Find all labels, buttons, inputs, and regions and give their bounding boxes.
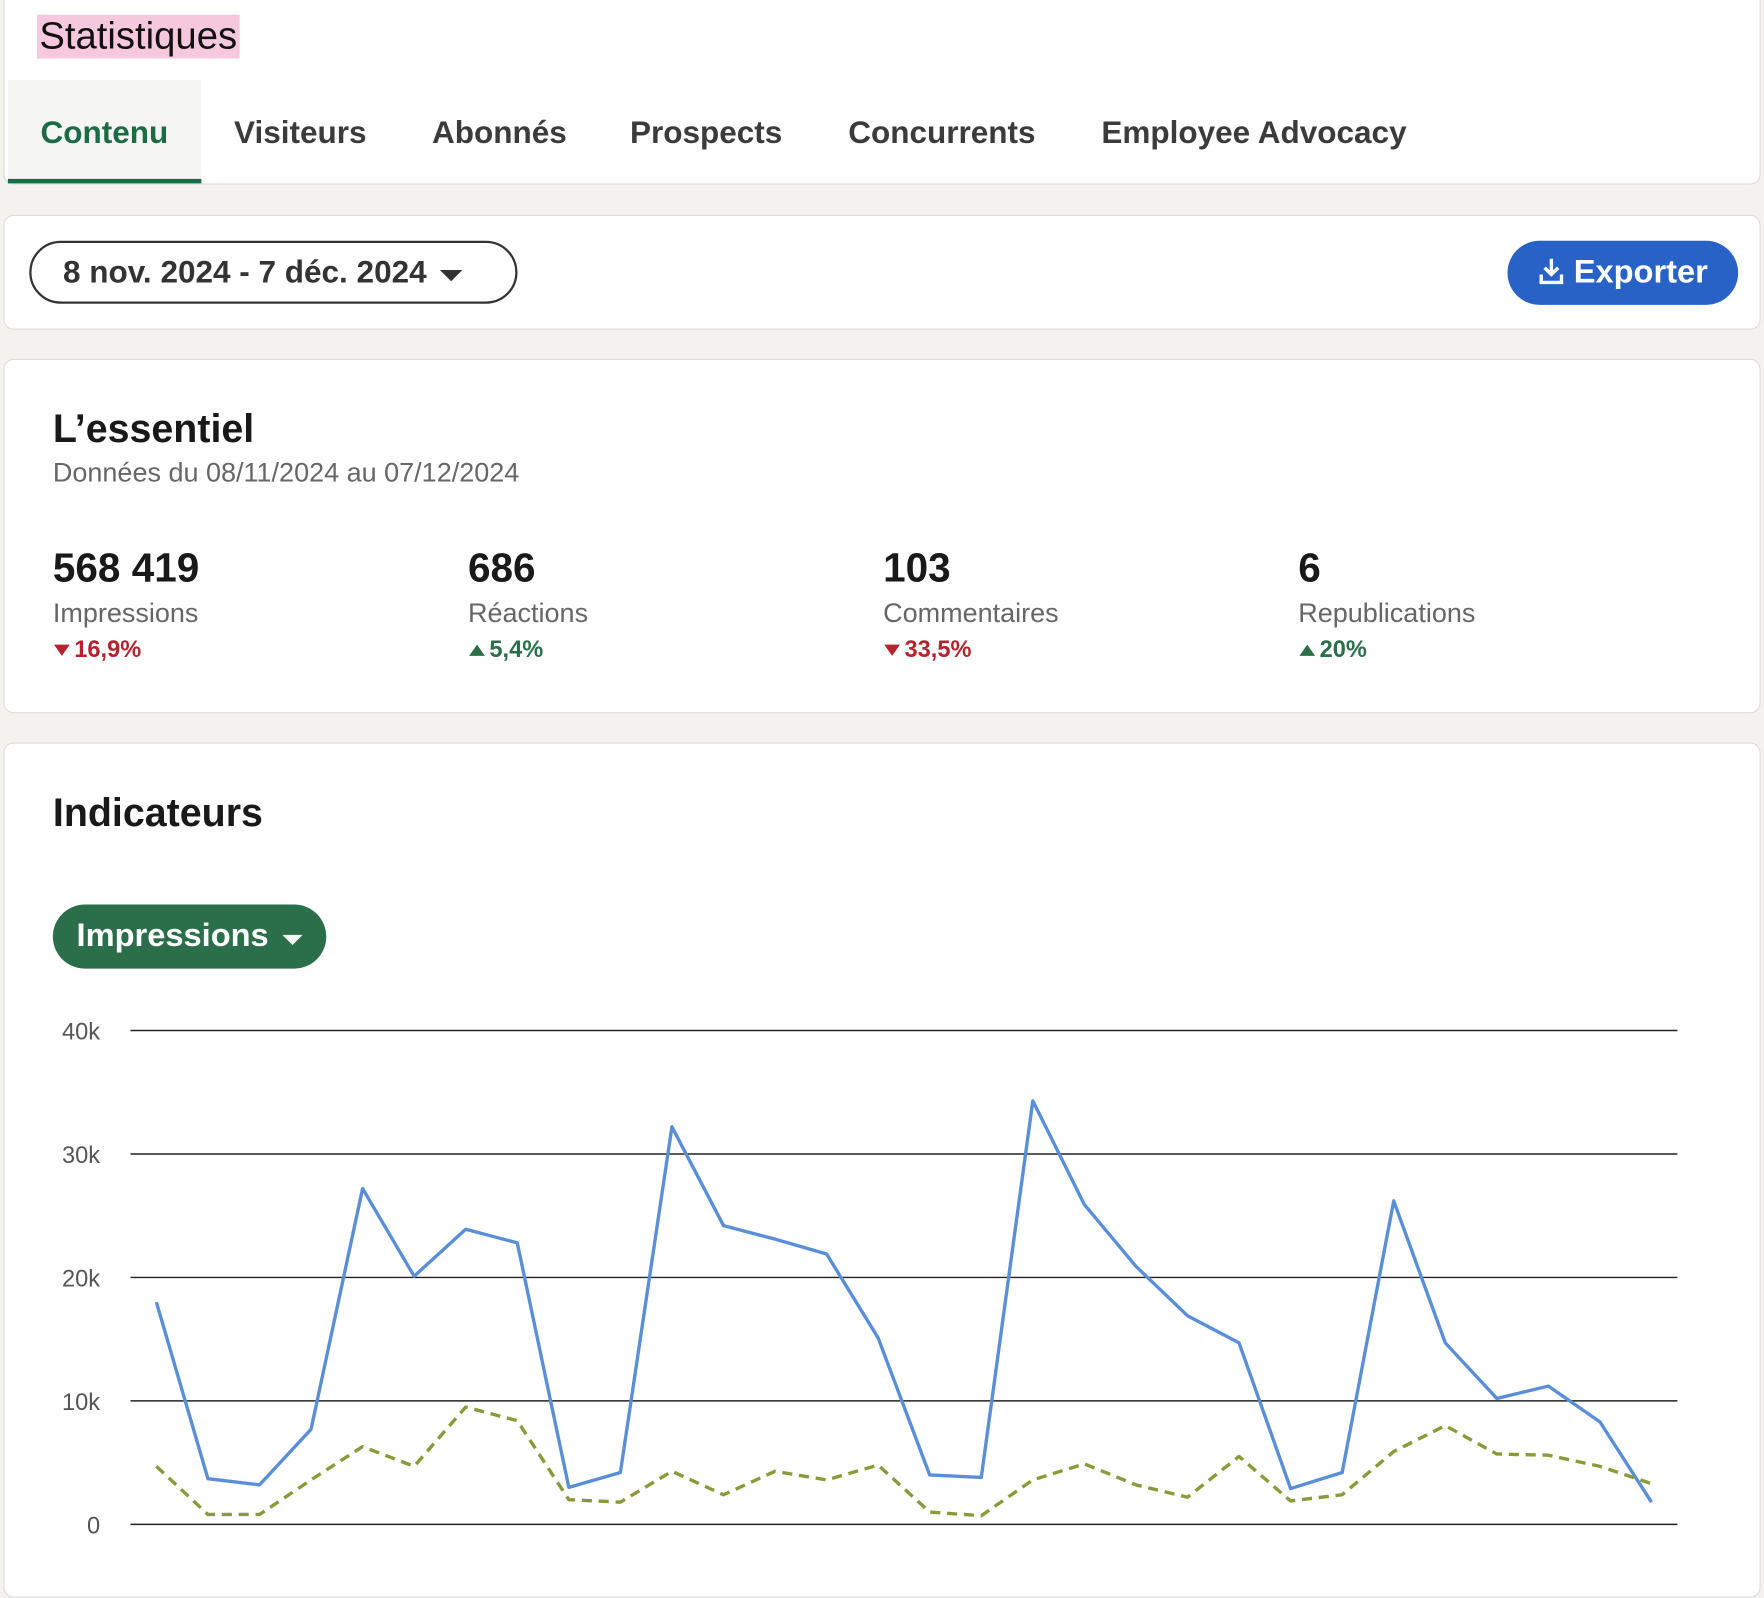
y-tick-label: 30k	[62, 1143, 100, 1169]
date-range-text: 8 nov. 2024 - 7 déc. 2024	[63, 254, 427, 290]
download-icon	[1539, 258, 1564, 285]
arrow-up	[469, 644, 485, 656]
metric-change: 16,9%	[74, 636, 142, 663]
screen: Statistiques Contenu Visiteurs Abonnés Pros…	[3, 0, 1761, 1598]
metric-change-row: 16,9%	[53, 637, 199, 664]
metric-select-text: Impressions	[76, 918, 269, 954]
chart: 0 10k 20k 30k 40k	[62, 1020, 1678, 1539]
metric-change: 20%	[1319, 636, 1367, 663]
tab[interactable]: Visiteurs	[234, 114, 367, 150]
tab[interactable]: Contenu	[7, 79, 201, 184]
date-range[interactable]: 8 nov. 2024 - 7 déc. 2024	[29, 240, 518, 304]
metric-label: Commentaires	[883, 598, 1059, 629]
metric-change: 5,4%	[489, 636, 544, 663]
header-card: Statistiques Contenu Visiteurs Abonnés Pros…	[3, 0, 1761, 185]
metric: 686 Réactions 5,4%	[468, 545, 588, 664]
caret	[440, 270, 463, 282]
metric-change-row: 33,5%	[883, 637, 1059, 664]
metric-value: 103	[883, 544, 951, 591]
metric-label: Republications	[1298, 598, 1476, 629]
metric: 103 Commentaires 33,5%	[883, 545, 1059, 664]
metric-label: Réactions	[468, 598, 589, 629]
tab[interactable]: Employee Advocacy	[1101, 114, 1407, 150]
filter-card: 8 nov. 2024 - 7 déc. 2024 Exporter	[3, 214, 1761, 330]
summary-title: L’essentiel	[52, 407, 255, 452]
metric: 6 Republications 20%	[1298, 545, 1475, 664]
metric-value: 6	[1298, 544, 1321, 591]
metric-change: 33,5%	[904, 636, 972, 663]
export-button[interactable]: Exporter	[1507, 240, 1739, 305]
indicators-card: Indicateurs Impressions	[3, 742, 1761, 1598]
series-line	[154, 1099, 1653, 1504]
y-tick-label: 20k	[62, 1266, 100, 1292]
series-line	[155, 1405, 1653, 1518]
metric-label: Impressions	[52, 598, 199, 629]
tab[interactable]: Abonnés	[432, 114, 567, 150]
metric: 568 419 Impressions 16,9%	[53, 545, 199, 664]
metric-change-row: 5,4%	[468, 637, 588, 664]
caret	[282, 934, 303, 945]
arrow-down	[884, 644, 900, 656]
summary-subtitle: Données du 08/11/2024 au 07/12/2024	[52, 457, 520, 489]
summary-card: L’essentiel Données du 08/11/2024 au 07/…	[3, 358, 1761, 714]
page-title: Statistiques	[37, 14, 240, 59]
y-tick-label: 0	[87, 1513, 100, 1539]
metric-change-row: 20%	[1298, 637, 1475, 664]
tab[interactable]: Prospects	[630, 114, 783, 150]
metric-value: 686	[468, 544, 536, 591]
tab[interactable]: Concurrents	[848, 114, 1036, 150]
indicators-title: Indicateurs	[52, 790, 263, 835]
metric-select[interactable]: Impressions	[52, 904, 327, 969]
y-tick-label: 10k	[62, 1390, 100, 1416]
export-text: Exporter	[1573, 254, 1708, 291]
arrow-down	[54, 644, 70, 656]
metric-value: 568 419	[52, 544, 200, 591]
arrow-up	[1299, 644, 1316, 656]
page: Statistiques Contenu Visiteurs Abonnés Pros…	[3, 0, 1761, 1598]
y-tick-label: 40k	[62, 1020, 100, 1046]
